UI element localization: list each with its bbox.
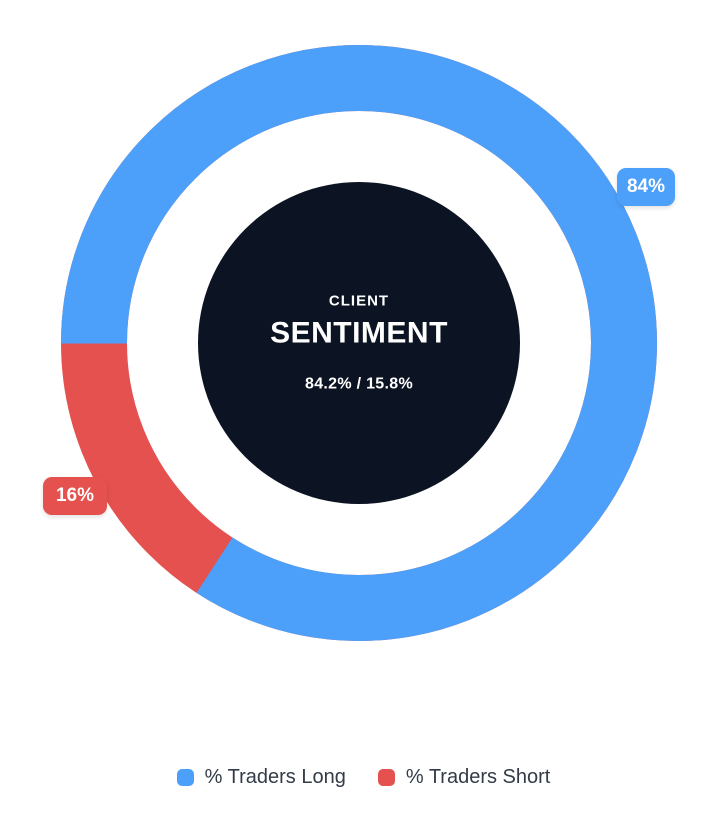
legend-swatch-short [377, 769, 395, 786]
legend-item-traders-long[interactable]: % Traders Long [176, 766, 346, 789]
legend-label-short: % Traders Short [405, 766, 551, 788]
legend-item-traders-short[interactable]: % Traders Short [377, 766, 551, 789]
center-disc [198, 182, 520, 504]
legend-swatch-long [176, 769, 194, 786]
short-percentage-badge: 16% [43, 477, 107, 515]
donut-segment-long[interactable] [61, 45, 657, 641]
chart-legend: % Traders Long % Traders Short [0, 766, 727, 789]
legend-label-long: % Traders Long [204, 766, 346, 788]
long-percentage-badge: 84% [617, 168, 675, 206]
